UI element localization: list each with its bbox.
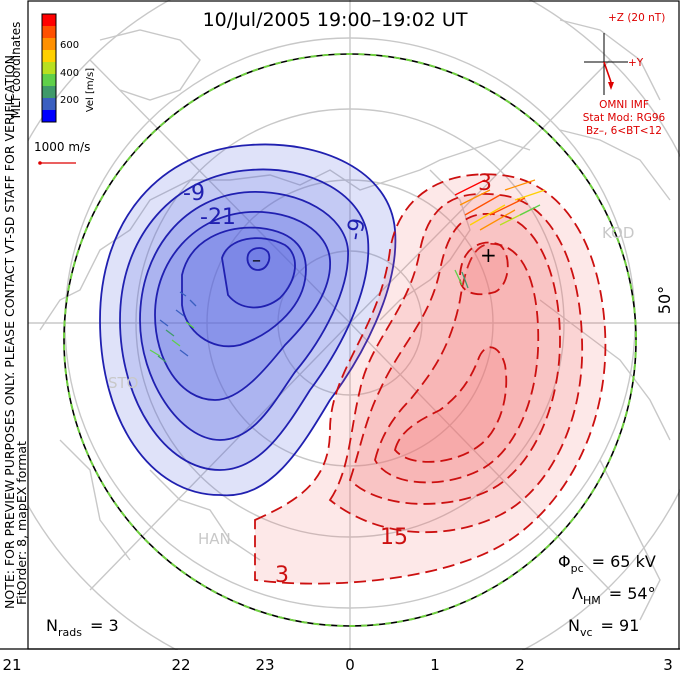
station-han: HAN (198, 530, 231, 548)
x-tick-label: 0 (345, 656, 355, 674)
coords-label: MLT coordinates (9, 22, 23, 119)
velocity-vectors-dusk (454, 179, 546, 289)
colorbar-ticks: 600 400 200 (60, 40, 79, 106)
colorbar-tick: 400 (60, 68, 79, 79)
colorbar-segment (42, 38, 56, 50)
imf-model: Stat Mod: RG96 (583, 112, 666, 124)
colorbar-label: Vel [m/s] (85, 68, 96, 112)
preview-note: NOTE: FOR PREVIEW PURPOSES ONLY. PLEASE … (2, 51, 17, 609)
n-vc-stat: Nvc = 91 (568, 616, 639, 639)
colorbar-tick: 600 (60, 40, 79, 51)
contour-label: 3 (478, 171, 492, 196)
x-tick-label: 3 (663, 656, 673, 674)
contour-label: -9 (183, 181, 205, 206)
coastlines (39, 19, 671, 621)
colorbar-segment (42, 110, 56, 122)
station-sto: STO (108, 374, 139, 392)
colorbar-tick: 200 (60, 95, 79, 106)
contour-label: -9 (342, 216, 370, 242)
imf-source: OMNI IMF (599, 99, 649, 111)
hm-boundary-green (63, 53, 637, 627)
plot-title: 10/Jul/2005 19:00–19:02 UT (203, 9, 468, 31)
stats-panel: Φpc = 65 kV ΛHM = 54° Nvc = 91 Nrads = 3 (46, 552, 656, 639)
imf-y-label: +Y (628, 57, 644, 69)
imf-z-label: +Z (20 nT) (608, 12, 665, 24)
negative-potential-cell (99, 143, 397, 497)
colorbar-segment (42, 86, 56, 98)
fitorder-note: FitOrder: 8, mapEX format (14, 441, 29, 605)
contour-label: 15 (380, 525, 408, 550)
lambda-hm-stat: ΛHM = 54° (572, 584, 656, 607)
x-tick-label: 2 (515, 656, 525, 674)
latitude-label: 50° (655, 286, 674, 314)
x-axis-ticks: 21 22 23 0 1 2 3 (2, 656, 672, 674)
x-tick-label: 23 (255, 656, 274, 674)
colorbar-segment (42, 26, 56, 38)
contour-label: -21 (200, 205, 236, 230)
station-labels: KOD STO HAN (108, 224, 634, 548)
velocity-colorbar (41, 13, 57, 123)
colorbar-segment (42, 98, 56, 110)
imf-clock (584, 33, 628, 95)
vector-scale-label: 1000 m/s (34, 140, 90, 154)
colorbar-segment (42, 74, 56, 86)
colorbar-frame (41, 13, 57, 123)
positive-potential-cell (254, 173, 607, 585)
phi-pc-stat: Φpc = 65 kV (558, 552, 656, 575)
x-tick-label: 21 (2, 656, 21, 674)
station-kod: KOD (602, 224, 634, 242)
n-rads-stat: Nrads = 3 (46, 616, 119, 639)
velocity-vectors-dawn (149, 291, 197, 363)
x-tick-label: 22 (171, 656, 190, 674)
potential-max-mark: + (480, 243, 497, 267)
colorbar-segment (42, 62, 56, 74)
imf-text: +Z (20 nT) +Y OMNI IMF Stat Mod: RG96 Bz… (583, 12, 666, 137)
colorbar-segment (42, 50, 56, 62)
colorbar-segment (42, 14, 56, 26)
imf-condition: Bz–, 6<BT<12 (586, 125, 662, 137)
x-tick-label: 1 (430, 656, 440, 674)
contour-labels: -9 -21 -9 3 15 3 (183, 171, 492, 588)
contour-label: 3 (275, 563, 289, 588)
potential-min-mark: – (252, 250, 261, 271)
